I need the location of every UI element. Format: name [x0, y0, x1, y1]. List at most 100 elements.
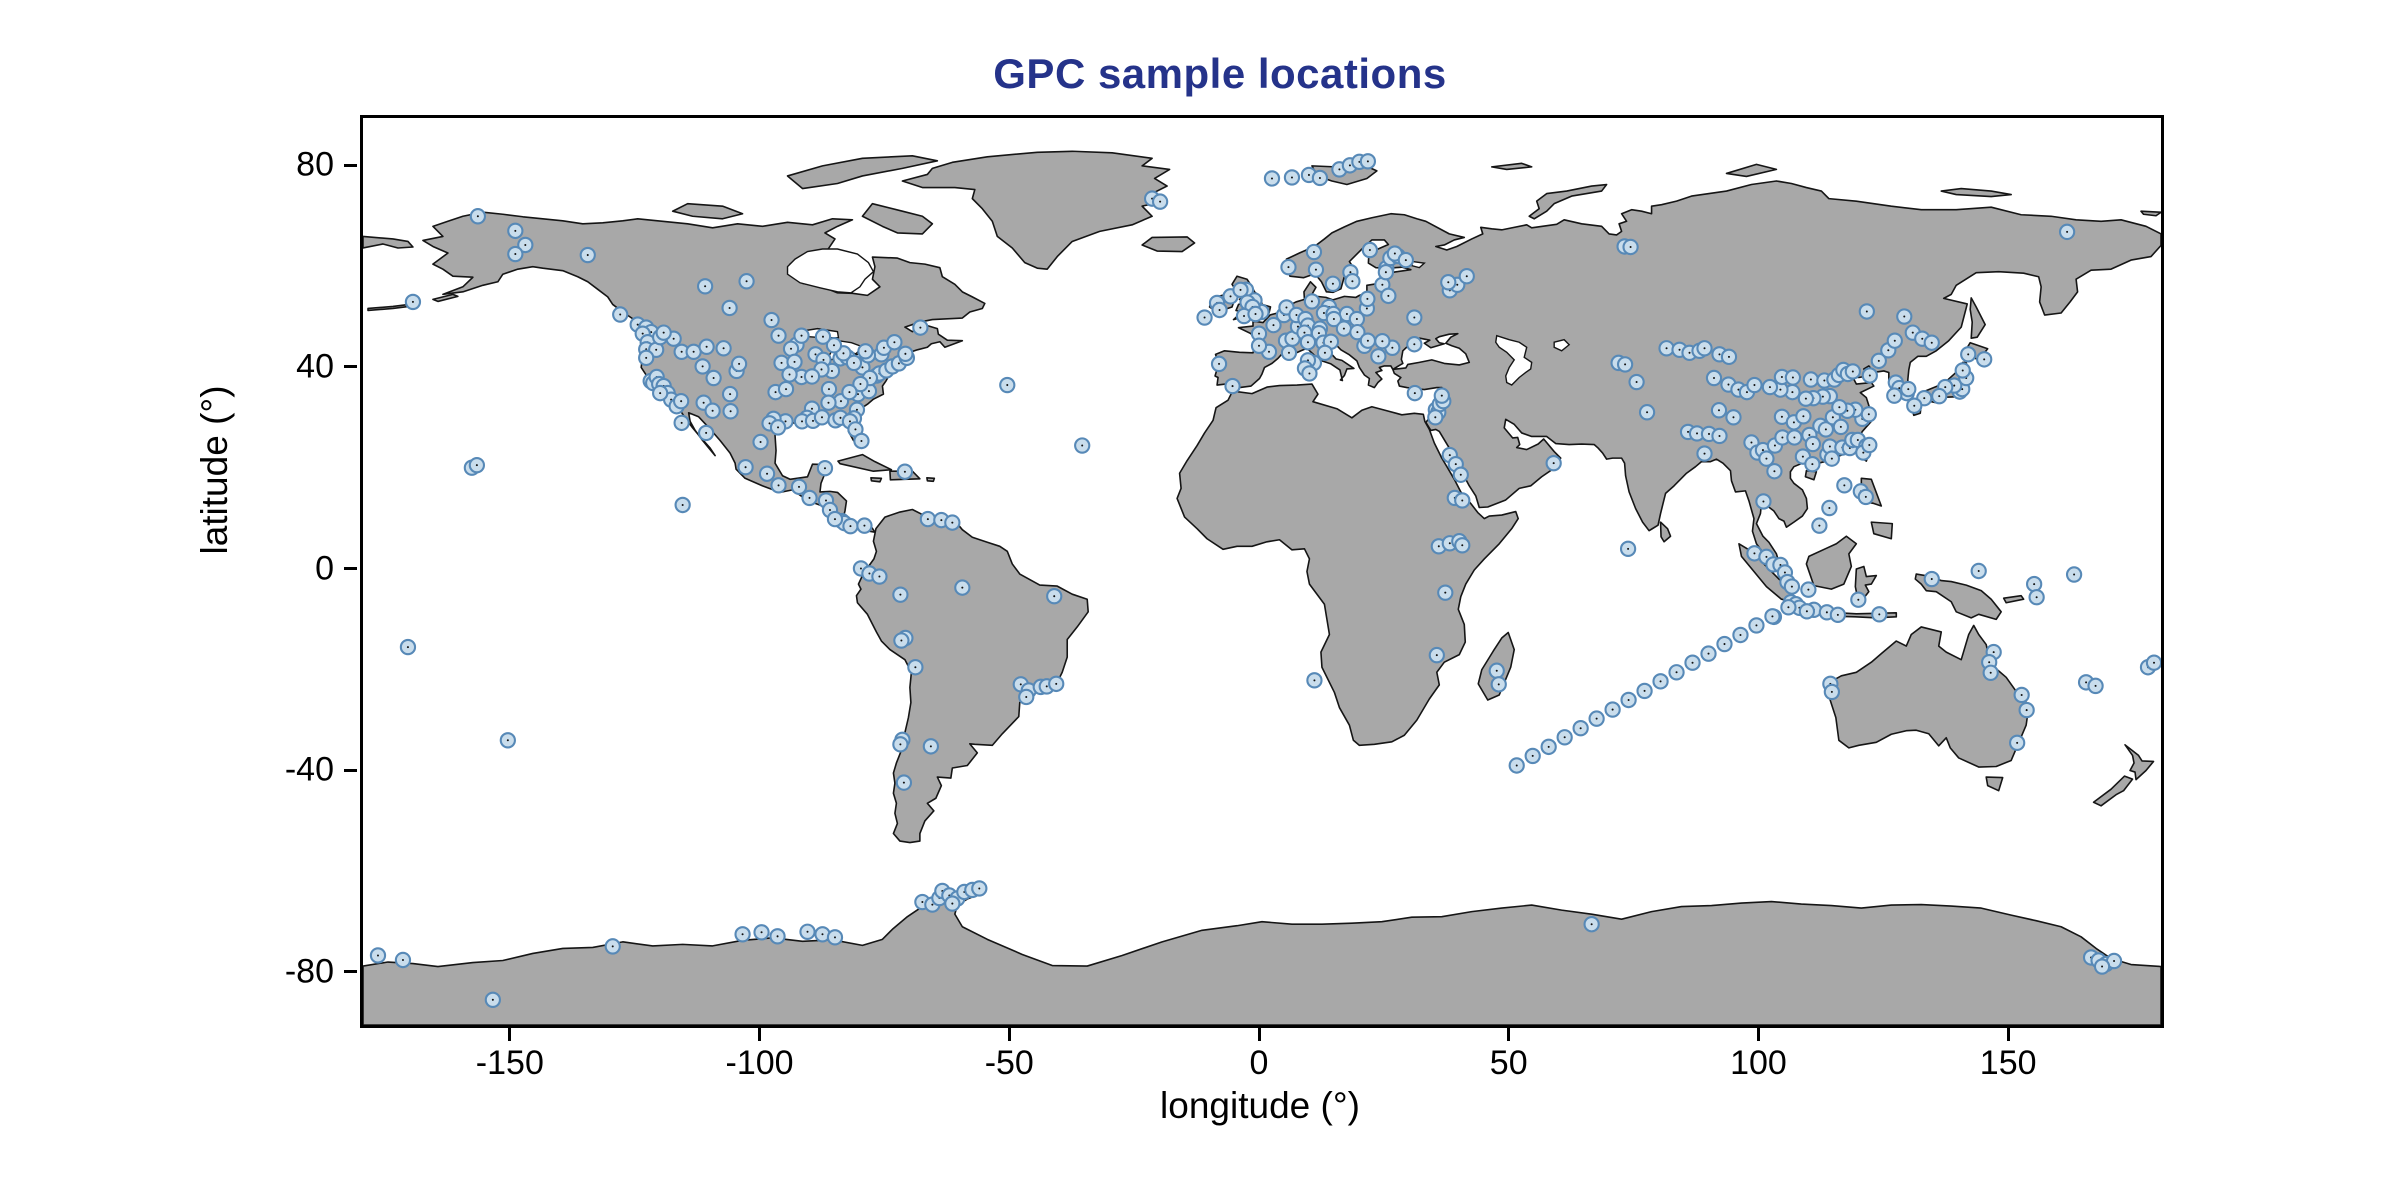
sample-point-marker	[782, 340, 800, 357]
sample-point-marker	[1923, 570, 1940, 588]
sample-point-marker	[1804, 455, 1821, 473]
sample-point-marker	[944, 895, 961, 912]
sample-point-marker	[468, 456, 486, 474]
sample-point-marker	[919, 510, 937, 528]
sample-point-marker	[2018, 701, 2035, 719]
landmass	[671, 202, 744, 220]
sample-point-marker	[1954, 362, 1971, 379]
sample-point-marker	[845, 354, 863, 372]
sample-point-marker	[1858, 303, 1875, 320]
water-body	[1495, 334, 1533, 386]
sample-point-marker	[715, 340, 732, 357]
sample-point-marker	[816, 459, 834, 477]
landmass	[855, 508, 1089, 844]
sample-point-marker	[856, 517, 873, 534]
sample-point-marker	[1397, 251, 1414, 269]
x-tick-mark	[1507, 1028, 1511, 1041]
y-tick-mark	[344, 163, 357, 167]
x-tick-label: 150	[1979, 1044, 2037, 1082]
sample-point-marker	[892, 586, 909, 603]
sample-point-marker	[1758, 450, 1775, 467]
sample-point-marker	[1886, 387, 1903, 404]
sample-point-marker	[734, 926, 751, 943]
sample-point-marker	[912, 319, 929, 336]
sample-point-marker	[1619, 540, 1637, 558]
sample-point-marker	[1800, 581, 1817, 598]
sample-point-marker	[1359, 290, 1376, 308]
sample-point-marker	[1437, 584, 1454, 601]
sample-point-marker	[1786, 429, 1803, 446]
sample-point-marker	[1406, 309, 1423, 326]
sample-point-marker	[1588, 710, 1605, 727]
sample-point-marker	[1250, 337, 1268, 354]
sample-point-marker	[1755, 493, 1772, 510]
y-tick-mark	[344, 365, 357, 369]
sample-point-marker	[1871, 606, 1888, 623]
sample-point-marker	[1361, 241, 1379, 259]
sample-point-marker	[697, 424, 715, 442]
sample-point-marker	[673, 414, 690, 432]
sample-point-marker	[638, 349, 655, 367]
sample-point-marker	[1802, 371, 1820, 388]
sample-point-marker	[1324, 275, 1342, 292]
sample-point-marker	[1556, 729, 1573, 746]
landmass	[926, 476, 936, 483]
sample-points-layer	[369, 153, 2161, 1009]
x-tick-mark	[1007, 1028, 1011, 1041]
map-plot-area	[360, 115, 2164, 1028]
sample-point-marker	[1761, 378, 1779, 396]
landmass	[1659, 521, 1672, 543]
sample-point-marker	[1811, 517, 1828, 534]
sample-point-marker	[825, 337, 843, 354]
sample-point-marker	[907, 659, 924, 676]
landmass	[1490, 162, 1533, 171]
sample-point-marker	[1696, 340, 1713, 357]
sample-point-marker	[1832, 418, 1849, 436]
sample-point-marker	[507, 245, 524, 263]
sample-point-marker	[971, 880, 988, 897]
sample-point-marker	[1458, 268, 1475, 285]
sample-point-marker	[892, 736, 909, 753]
sample-point-marker	[369, 947, 387, 964]
sample-point-marker	[1970, 562, 1987, 580]
sample-point-marker	[517, 236, 534, 254]
sample-point-marker	[737, 458, 754, 476]
sample-point-marker	[769, 419, 787, 436]
sample-point-marker	[705, 369, 722, 387]
sample-point-marker	[1896, 308, 1913, 325]
sample-point-marker	[612, 306, 629, 323]
sample-point-marker	[1797, 390, 1815, 407]
sample-point-marker	[2145, 654, 2161, 671]
sample-point-marker	[1311, 169, 1329, 187]
landmass	[1725, 163, 1778, 178]
sample-point-marker	[1359, 332, 1377, 349]
landmass	[861, 202, 934, 235]
y-tick-label: 40	[296, 347, 334, 386]
sample-point-marker	[944, 514, 961, 531]
landmass	[2092, 775, 2134, 807]
landmass	[1940, 187, 2012, 198]
sample-point-marker	[1427, 409, 1444, 426]
sample-point-marker	[1836, 477, 1853, 494]
sample-point-marker	[1349, 323, 1366, 341]
sample-point-marker	[841, 383, 858, 401]
sample-point-marker	[814, 328, 832, 345]
sample-point-marker	[2028, 588, 2045, 606]
sample-point-marker	[1210, 355, 1228, 373]
sample-point-marker	[820, 394, 837, 411]
x-tick-mark	[2006, 1028, 2010, 1041]
sample-point-marker	[1524, 747, 1541, 765]
sample-point-marker	[1668, 664, 1685, 681]
sample-point-marker	[1359, 153, 1377, 170]
sample-point-marker	[871, 568, 888, 585]
sample-point-marker	[1151, 193, 1169, 210]
landmass	[1969, 297, 1986, 340]
sample-point-marker	[1748, 617, 1765, 634]
sample-point-marker	[1823, 450, 1841, 467]
sample-point-marker	[1440, 274, 1457, 291]
sample-point-marker	[1931, 387, 1948, 405]
sample-point-marker	[1280, 344, 1298, 362]
landmass	[870, 476, 883, 483]
sample-point-marker	[1658, 340, 1675, 357]
sample-point-marker	[1716, 635, 1733, 653]
